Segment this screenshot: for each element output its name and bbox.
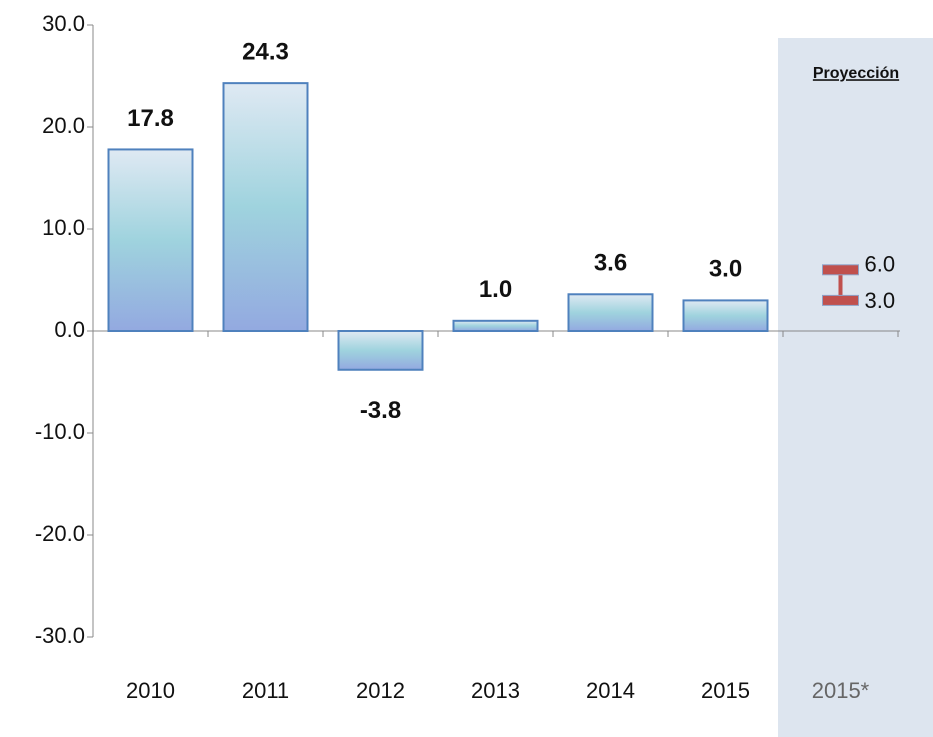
- data-label: 24.3: [242, 38, 289, 65]
- data-label: 17.8: [127, 105, 174, 132]
- bar: [567, 293, 654, 332]
- projection-low: [822, 294, 859, 306]
- projection-high-label: 6.0: [865, 252, 896, 277]
- x-tick-label: 2014: [586, 678, 635, 703]
- data-label: 1.0: [479, 276, 512, 303]
- projection-high: [822, 264, 859, 276]
- projection-title: Proyección: [813, 65, 899, 82]
- bar: [337, 330, 424, 371]
- bar: [452, 319, 539, 332]
- y-tick-label: -20.0: [35, 521, 85, 546]
- x-tick-label: 2015: [701, 678, 750, 703]
- data-label: 3.0: [709, 256, 742, 283]
- y-tick-label: 20.0: [42, 113, 85, 138]
- projection-area: [778, 38, 933, 737]
- x-tick-label: 2010: [126, 678, 175, 703]
- x-tick-label: 2011: [242, 678, 289, 703]
- x-tick-label: 2013: [471, 678, 520, 703]
- data-label: 3.6: [594, 250, 627, 277]
- x-tick-label: 2015*: [812, 678, 870, 703]
- y-tick-label: 10.0: [42, 215, 85, 240]
- x-tick-label: 2012: [356, 678, 405, 703]
- y-tick-label: 0.0: [54, 317, 85, 342]
- bar: [682, 299, 769, 332]
- y-tick-label: -10.0: [35, 419, 85, 444]
- y-tick-label: -30.0: [35, 623, 85, 648]
- bar: [222, 82, 309, 332]
- projection-low-label: 3.0: [865, 288, 896, 313]
- y-tick-label: 30.0: [42, 11, 85, 36]
- bar: [107, 148, 194, 332]
- data-label: -3.8: [360, 397, 401, 424]
